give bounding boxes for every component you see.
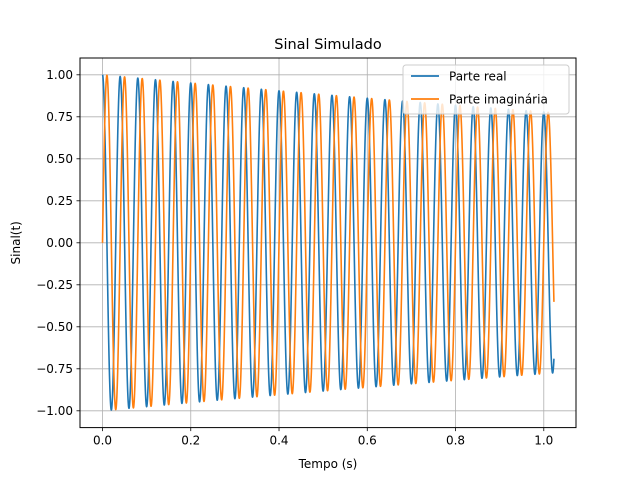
- series-layer: [101, 74, 555, 411]
- chart-title: Sinal Simulado: [274, 37, 382, 53]
- x-axis-label: Tempo (s): [298, 457, 358, 471]
- legend-label-imaginary: Parte imaginária: [449, 93, 548, 107]
- y-tick-label: −0.75: [36, 362, 73, 376]
- y-tick-label: 0.75: [46, 110, 73, 124]
- y-tick-label: 0.50: [46, 152, 73, 166]
- x-tick-label: 0.4: [269, 434, 288, 448]
- legend-box: [402, 64, 570, 115]
- series-line-imaginary: [101, 74, 555, 411]
- y-axis: −1.00 −0.75 −0.50 −0.25 0.00 0.25 0.50 0.75 1.00: [36, 68, 80, 418]
- y-tick-label: 0.00: [46, 236, 73, 250]
- x-tick-label: 1.0: [534, 434, 553, 448]
- x-tick-label: 0.2: [181, 434, 200, 448]
- x-tick-label: 0.6: [358, 434, 377, 448]
- y-tick-label: −1.00: [36, 404, 73, 418]
- legend-label-real: Parte real: [449, 70, 507, 84]
- y-tick-label: −0.50: [36, 320, 73, 334]
- y-tick-label: −0.25: [36, 278, 73, 292]
- y-tick-label: 1.00: [46, 68, 73, 82]
- x-tick-label: 0.8: [446, 434, 465, 448]
- y-axis-label: Sinal(t): [9, 221, 23, 264]
- y-tick-label: 0.25: [46, 194, 73, 208]
- x-tick-label: 0.0: [93, 434, 112, 448]
- legend: Parte real Parte imaginária: [402, 64, 570, 115]
- series-line-real: [101, 74, 555, 411]
- x-axis: 0.0 0.2 0.4 0.6 0.8 1.0: [93, 427, 553, 448]
